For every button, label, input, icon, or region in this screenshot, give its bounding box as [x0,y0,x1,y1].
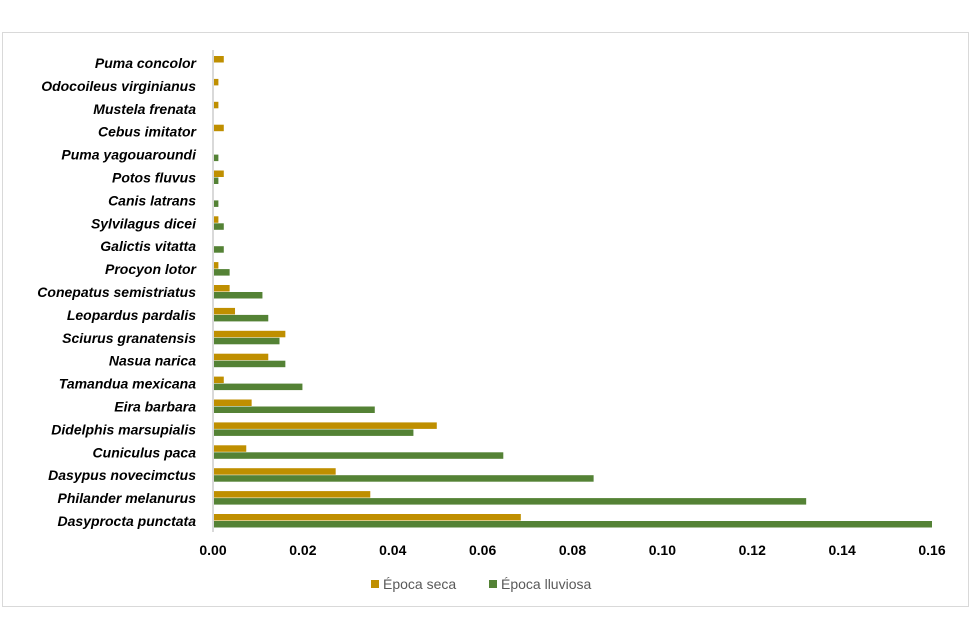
bar-epoca-lluviosa [214,292,263,299]
bar-epoca-lluviosa [214,360,286,368]
category-label: Galictis vitatta [100,238,196,254]
bar-epoca-lluviosa [214,406,375,413]
x-tick-label: 0.14 [829,542,856,558]
category-label: Sciurus granatensis [62,330,196,346]
category-label: Cuniculus paca [93,444,197,460]
x-tick-label: 0.06 [469,542,496,558]
category-label: Didelphis marsupialis [51,421,196,437]
bar-epoca-lluviosa [214,429,414,436]
bar-epoca-lluviosa [214,223,224,230]
bar-epoca-seca [214,285,230,292]
category-label: Canis latrans [108,192,196,208]
category-label: Conepatus semistriatus [37,284,196,300]
bar-epoca-seca [214,78,219,86]
bar-epoca-seca [214,422,437,429]
bar-epoca-seca [214,445,247,452]
x-tick-label: 0.16 [918,542,945,558]
bar-epoca-lluviosa [214,177,219,184]
x-tick-label: 0.10 [649,542,676,558]
chart-frame [2,32,969,607]
bar-epoca-lluviosa [214,200,219,207]
x-tick-label: 0.02 [289,542,316,558]
bar-epoca-seca [214,491,371,498]
bar-epoca-seca [214,170,224,177]
x-tick-label: 0.04 [379,542,406,558]
category-label: Sylvilagus dicei [91,215,197,231]
bar-epoca-seca [214,468,336,475]
category-label: Procyon lotor [105,261,198,277]
x-tick-label: 0.12 [739,542,766,558]
bar-epoca-lluviosa [214,246,224,253]
bar-epoca-lluviosa [214,521,932,528]
bar-epoca-seca [214,376,224,384]
bar-epoca-seca [214,124,224,132]
bar-epoca-seca [214,101,219,109]
category-label: Nasua narica [109,353,196,369]
category-label: Eira barbara [114,399,196,415]
bar-epoca-seca [214,399,252,406]
bar-epoca-lluviosa [214,383,303,391]
category-label: Dasypus novecimctus [48,467,196,483]
legend-swatch [489,580,497,588]
bar-epoca-seca [214,330,286,338]
bar-epoca-seca [214,353,269,361]
bar-epoca-lluviosa [214,154,219,162]
bar-epoca-seca [214,216,219,223]
x-tick-label: 0.08 [559,542,586,558]
bar-epoca-lluviosa [214,337,280,345]
bar-epoca-lluviosa [214,452,504,459]
legend-swatch [371,580,379,588]
category-label: Puma concolor [95,55,198,71]
bar-epoca-seca [214,307,236,315]
category-label: Mustela frenata [93,101,196,117]
category-label: Potos fluvus [112,170,196,186]
bar-epoca-lluviosa [214,498,807,505]
legend-label: Época lluviosa [501,576,591,592]
bar-epoca-seca [214,514,521,521]
legend-label: Época seca [383,576,456,592]
category-label: Odocoileus virginianus [41,78,196,94]
bar-epoca-seca [214,262,219,269]
x-tick-label: 0.00 [199,542,226,558]
category-label: Tamandua mexicana [59,376,196,392]
bar-epoca-lluviosa [214,475,594,482]
category-label: Philander melanurus [58,490,197,506]
bar-epoca-lluviosa [214,269,230,276]
bar-epoca-seca [214,56,224,63]
category-label: Leopardus pardalis [67,307,196,323]
category-label: Puma yagouaroundi [61,147,197,163]
bar-epoca-lluviosa [214,314,269,322]
category-label: Dasyprocta punctata [58,513,197,529]
category-label: Cebus imitator [98,124,198,140]
